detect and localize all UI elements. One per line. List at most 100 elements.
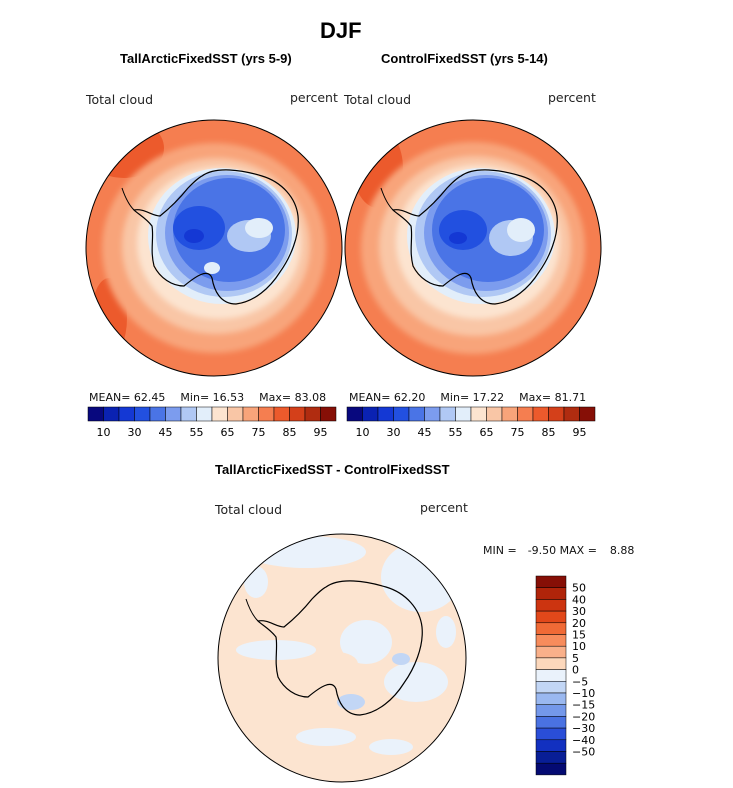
panel-2-max-label: Max= (519, 391, 552, 404)
diff-colorbar-tick-label: 10 (572, 640, 586, 653)
diff-colorbar-swatch (535, 739, 567, 752)
colorbar-tick-label: 65 (480, 426, 494, 439)
diff-colorbar-swatch (535, 599, 567, 612)
diff-panel-variable: Total cloud (215, 502, 283, 517)
colorbar-swatch (289, 406, 306, 422)
diff-colorbar-tick-label: 20 (572, 617, 586, 630)
diff-colorbar-swatch (535, 692, 567, 705)
diff-colorbar-swatch (535, 704, 567, 717)
colorbar-tick-label: 45 (159, 426, 173, 439)
diff-colorbar-swatch (535, 587, 567, 600)
panel-1-max-label: Max= (259, 391, 292, 404)
colorbar-swatch (470, 406, 487, 422)
diff-panel-stats: MIN = -9.50 MAX = 8.88 (483, 544, 634, 557)
panel-2-mean-value: 62.20 (393, 391, 426, 404)
diff-min-value: -9.50 (527, 544, 557, 557)
panel-2-stats: MEAN= 62.20 Min= 17.22 Max= 81.71 (349, 391, 586, 404)
panel-1-min-value: 16.53 (212, 391, 245, 404)
colorbar-tick-label: 55 (190, 426, 204, 439)
colorbar-tick-label: 95 (573, 426, 587, 439)
colorbar-tick-label: 65 (221, 426, 235, 439)
diff-colorbar-swatch (535, 657, 567, 670)
colorbar-swatch (455, 406, 472, 422)
colorbar-tick-label: 75 (252, 426, 266, 439)
diff-panel-units: percent (420, 500, 468, 515)
colorbar-swatch (439, 406, 456, 422)
diff-colorbar-tick-label: −10 (572, 687, 595, 700)
panel-1-min-label: Min= (180, 391, 210, 404)
diff-colorbar-swatch (535, 622, 567, 635)
colorbar-swatch (424, 406, 441, 422)
panel-1-units: percent (290, 90, 338, 105)
diff-colorbar-tick-label: 15 (572, 629, 586, 642)
colorbar-swatch (87, 406, 104, 422)
colorbar-tick-label: 10 (356, 426, 370, 439)
diff-colorbar-tick-label: 40 (572, 593, 586, 606)
colorbar-swatch (486, 406, 503, 422)
diff-colorbar-swatch (535, 762, 567, 776)
colorbar-swatch (180, 406, 197, 422)
diff-panel-map (217, 533, 467, 783)
diff-colorbar-tick-label: 0 (572, 664, 579, 677)
colorbar-swatch (393, 406, 410, 422)
diff-colorbar-swatch (535, 716, 567, 729)
diff-colorbar-tick-label: −50 (572, 746, 595, 759)
panel-1-title: TallArcticFixedSST (yrs 5-9) (120, 51, 292, 66)
colorbar-swatch (517, 406, 534, 422)
colorbar-swatch (532, 406, 549, 422)
panel-2-map (344, 119, 602, 377)
panel-1-mean-label: MEAN= (89, 391, 131, 404)
diff-colorbar-tick-label: −40 (572, 734, 595, 747)
diff-colorbar-tick-label: −15 (572, 699, 595, 712)
diff-colorbar-tick-label: 5 (572, 652, 579, 665)
panel-1-stats: MEAN= 62.45 Min= 16.53 Max= 83.08 (89, 391, 326, 404)
colorbar-tick-label: 85 (283, 426, 297, 439)
diff-colorbar-tick-label: −30 (572, 722, 595, 735)
colorbar-tick-label: 95 (314, 426, 328, 439)
panel-1-variable: Total cloud (86, 92, 154, 107)
diff-colorbar-swatch (535, 669, 567, 682)
figure-title: DJF (320, 18, 362, 43)
colorbar-tick-label: 75 (511, 426, 525, 439)
diff-max-label: MAX = (559, 544, 597, 557)
diff-max-value: 8.88 (609, 544, 635, 557)
colorbar-swatch (501, 406, 518, 422)
colorbar-swatch (563, 406, 580, 422)
diff-panel-title: TallArcticFixedSST - ControlFixedSST (215, 462, 450, 477)
colorbar-swatch (408, 406, 425, 422)
colorbar-swatch (579, 406, 596, 422)
colorbar-tick-label: 30 (387, 426, 401, 439)
panel-2-title: ControlFixedSST (yrs 5-14) (381, 51, 548, 66)
colorbar-swatch (196, 406, 213, 422)
diff-colorbar-swatch (535, 575, 567, 588)
colorbar-swatch (273, 406, 290, 422)
panel-1-mean-value: 62.45 (133, 391, 166, 404)
diff-colorbar-tick-label: 50 (572, 582, 586, 595)
panel-2-units: percent (548, 90, 596, 105)
diff-colorbar-swatch (535, 681, 567, 694)
diff-colorbar-tick-label: 30 (572, 605, 586, 618)
colorbar-swatch (346, 406, 363, 422)
diff-colorbar-swatch (535, 645, 567, 659)
colorbar-tick-label: 55 (449, 426, 463, 439)
panel-2-colorbar: 10 30 45 55 65 75 85 95 (346, 406, 596, 439)
diff-colorbar-tick-label: −20 (572, 710, 595, 723)
colorbar-swatch (548, 406, 565, 422)
colorbar-swatch (258, 406, 275, 422)
colorbar-swatch (211, 406, 228, 422)
colorbar-swatch (134, 406, 151, 422)
colorbar-swatch (103, 406, 120, 422)
colorbar-tick-label: 85 (542, 426, 556, 439)
diff-colorbar-tick-label: −5 (572, 675, 588, 688)
colorbar-swatch (149, 406, 166, 422)
colorbar-swatch (227, 406, 244, 422)
panel-2-mean-label: MEAN= (349, 391, 391, 404)
panel-2-min-label: Min= (440, 391, 470, 404)
colorbar-swatch (242, 406, 259, 422)
diff-colorbar-swatch (535, 751, 567, 764)
colorbar-swatch (304, 406, 321, 422)
diff-min-label: MIN = (483, 544, 517, 557)
panel-2-min-value: 17.22 (472, 391, 505, 404)
panel-2-variable: Total cloud (344, 92, 412, 107)
